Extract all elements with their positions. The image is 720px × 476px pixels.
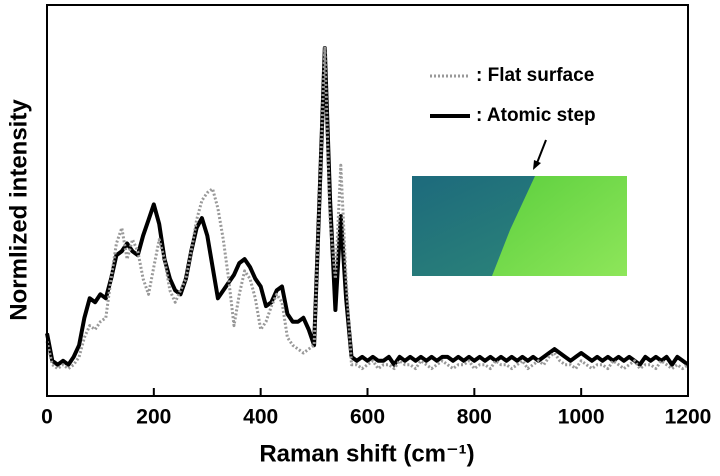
inset-image: [412, 176, 627, 276]
x-tick-label: 1200: [665, 406, 712, 429]
plot-frame: [46, 4, 689, 397]
x-axis-label: Raman shift (cm⁻¹): [259, 440, 474, 467]
series-line: [45, 46, 689, 371]
y-axis-label: Normlized intensity: [5, 99, 32, 321]
x-tick-label: 800: [457, 406, 492, 429]
series-line: [45, 46, 690, 367]
arrow: [536, 139, 547, 164]
x-tick-label: 0: [41, 406, 53, 429]
legend-label: : Atomic step: [476, 105, 596, 126]
legend-label: : Flat surface: [476, 65, 594, 86]
x-tick-label: 1000: [558, 406, 605, 429]
x-tick-label: 200: [136, 406, 171, 429]
x-tick-label: 600: [350, 406, 385, 429]
x-tick-label: 400: [243, 406, 278, 429]
arrow-head: [533, 160, 541, 170]
